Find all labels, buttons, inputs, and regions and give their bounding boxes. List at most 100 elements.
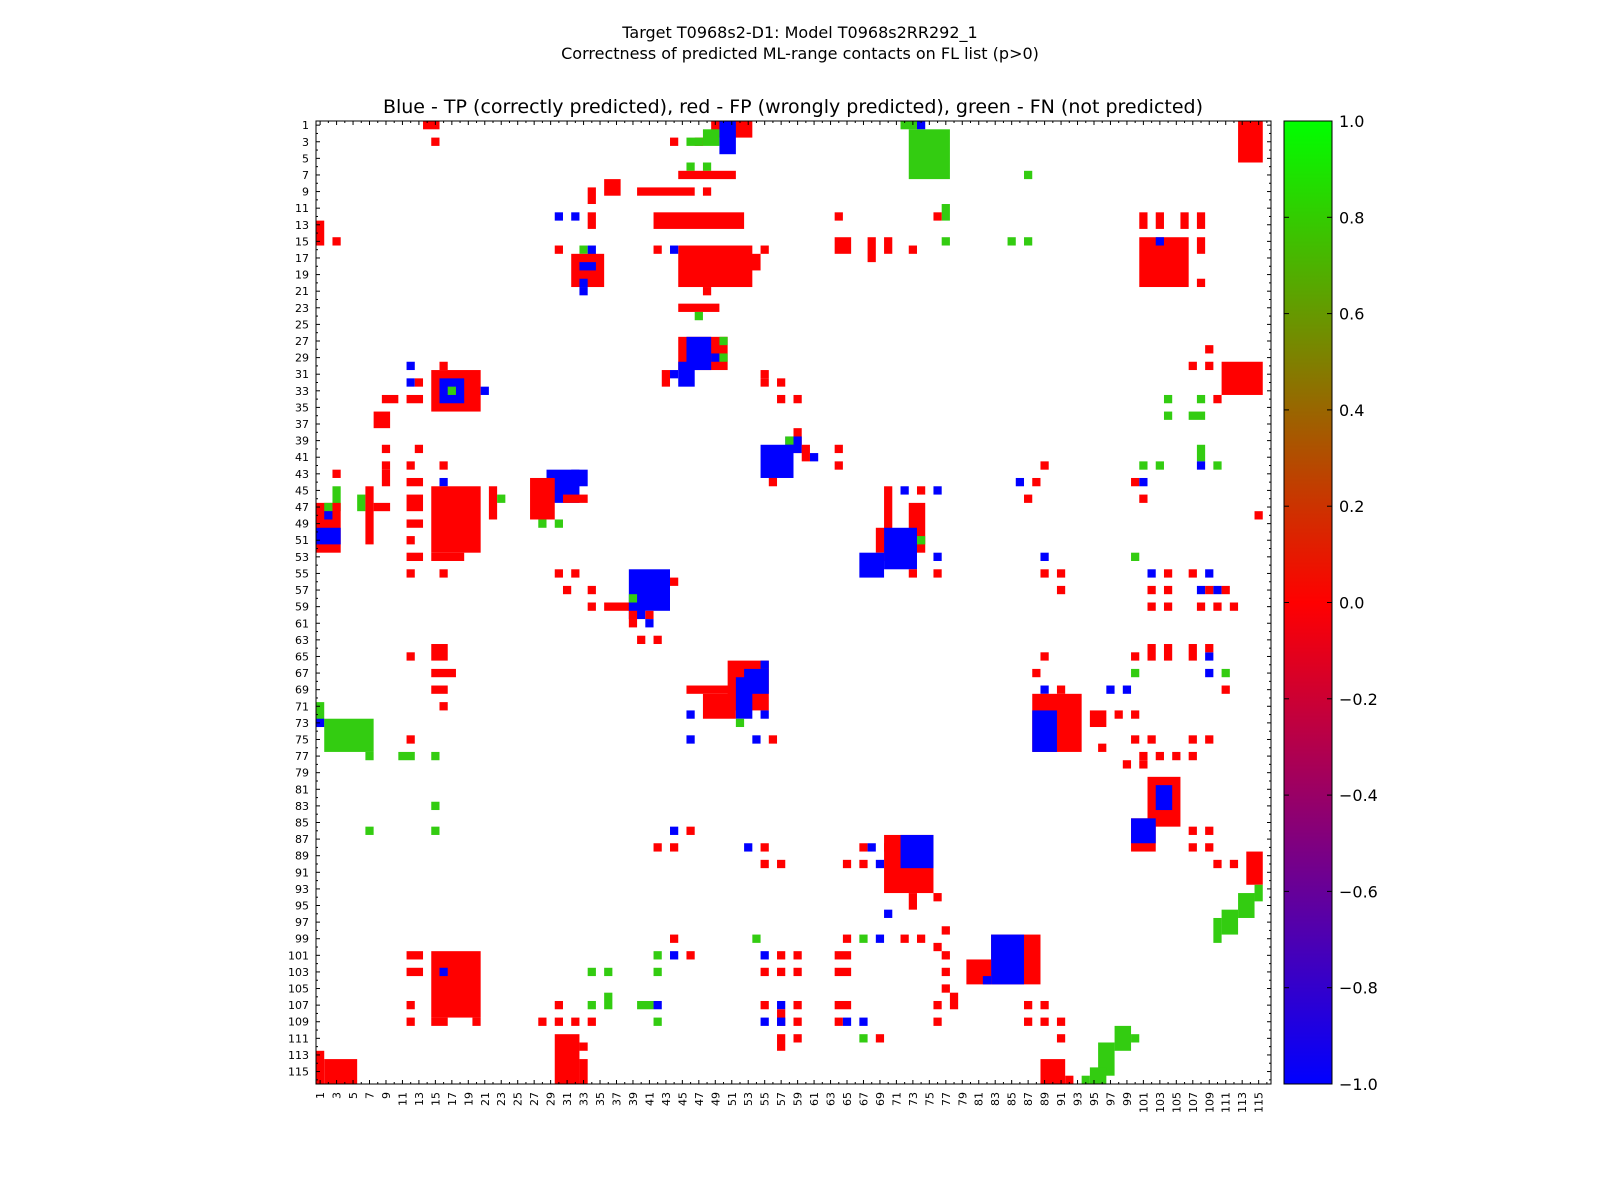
contact-cell-fp bbox=[1205, 735, 1214, 744]
contact-cell-fp bbox=[324, 1059, 358, 1084]
contact-cell-tp bbox=[554, 212, 563, 221]
contact-cell-fp bbox=[406, 951, 424, 960]
x-tick-label: 55 bbox=[759, 1092, 772, 1106]
contact-cell-fp bbox=[1229, 859, 1239, 869]
contact-cell-fp bbox=[686, 685, 736, 694]
y-tick-label: 43 bbox=[295, 468, 309, 481]
x-tick-label: 109 bbox=[1203, 1092, 1216, 1113]
contact-cell-fp bbox=[1131, 477, 1140, 487]
y-tick-label: 29 bbox=[295, 352, 309, 365]
contact-cell-fp bbox=[1229, 602, 1239, 611]
contact-cell-tp bbox=[1147, 569, 1156, 578]
contact-cell-fp bbox=[777, 1009, 786, 1026]
x-tick-label: 95 bbox=[1088, 1092, 1101, 1106]
contact-cell-fp bbox=[316, 220, 325, 246]
contact-cell-fn bbox=[628, 594, 638, 603]
contact-cell-fp bbox=[670, 577, 679, 586]
contact-cell-fp bbox=[1172, 751, 1181, 761]
contact-cell-tp bbox=[777, 1017, 786, 1026]
y-tick-label: 105 bbox=[288, 983, 309, 996]
y-tick-label: 1 bbox=[302, 119, 309, 132]
colorbar-ticks: 1.0 0.8 0.6 0.4 0.2 0.0 −0.2 −0.4 −0.6 −0.8 −1.0 bbox=[1284, 112, 1378, 1094]
contact-cell-fp bbox=[472, 1017, 481, 1026]
contact-cell-fp bbox=[431, 951, 481, 1018]
contact-cell-tp bbox=[670, 370, 679, 379]
y-tick-label: 109 bbox=[288, 1016, 309, 1029]
contact-cell-fp bbox=[406, 652, 415, 661]
contact-cell-tp bbox=[884, 909, 893, 918]
y-tick-label: 33 bbox=[295, 385, 309, 398]
contact-cell-fn bbox=[1089, 1067, 1107, 1084]
contact-cell-fp bbox=[670, 843, 679, 852]
x-tick-label: 107 bbox=[1187, 1092, 1200, 1113]
contact-cell-fp bbox=[431, 1017, 448, 1026]
contact-cell-fp bbox=[875, 527, 885, 553]
contact-cell-fp bbox=[933, 942, 942, 952]
contact-cell-tp bbox=[678, 361, 695, 387]
contact-cell-tp bbox=[867, 843, 876, 852]
y-tick-label: 97 bbox=[295, 916, 309, 929]
colorbar-tick-label: −0.6 bbox=[1339, 882, 1378, 901]
y-tick-label: 63 bbox=[295, 634, 309, 647]
y-tick-label: 13 bbox=[295, 219, 309, 232]
contact-cell-fp bbox=[562, 494, 588, 503]
y-tick-label: 15 bbox=[295, 235, 309, 248]
contact-cell-fn bbox=[1131, 668, 1140, 678]
contact-cell-fp bbox=[1188, 843, 1197, 852]
contact-cell-fp bbox=[1056, 685, 1066, 694]
contact-cell-fp bbox=[1065, 1075, 1074, 1084]
contact-cell-fp bbox=[1180, 212, 1189, 229]
x-tick-label: 61 bbox=[808, 1092, 821, 1106]
x-tick-label: 85 bbox=[1006, 1092, 1019, 1106]
contact-cell-fp bbox=[760, 859, 769, 869]
y-tick-label: 3 bbox=[302, 136, 309, 149]
contact-cell-fp bbox=[1147, 644, 1156, 661]
contact-cell-fn bbox=[538, 519, 547, 528]
contact-cell-fn bbox=[1213, 917, 1222, 943]
colorbar-tick-label: −0.8 bbox=[1339, 979, 1378, 998]
y-tick-label: 107 bbox=[288, 999, 309, 1012]
contact-cell-fp bbox=[1032, 668, 1041, 678]
contact-cell-fp bbox=[373, 411, 391, 429]
contact-cell-fp bbox=[406, 1000, 415, 1010]
contact-cell-fp bbox=[1196, 212, 1206, 229]
colorbar-tick-label: 0.2 bbox=[1339, 497, 1364, 516]
contact-cell-fn bbox=[447, 386, 456, 395]
contact-cell-fp bbox=[867, 237, 876, 263]
contact-cell-fp bbox=[406, 569, 415, 578]
contact-cell-fp bbox=[1147, 585, 1156, 595]
contact-cell-fp bbox=[1131, 710, 1140, 719]
x-tick-label: 113 bbox=[1236, 1092, 1249, 1113]
contact-cell-fp bbox=[793, 967, 802, 977]
contact-cell-fp bbox=[941, 967, 950, 977]
contact-cell-fp bbox=[538, 1017, 547, 1026]
contact-cell-tp bbox=[859, 1017, 868, 1026]
contact-cell-fp bbox=[884, 486, 893, 561]
contact-cell-fp bbox=[1147, 735, 1156, 744]
contact-cell-fp bbox=[406, 735, 415, 744]
contact-cell-fp bbox=[686, 951, 695, 960]
contact-cell-fp bbox=[908, 569, 917, 578]
contact-cell-tp bbox=[859, 552, 885, 578]
contact-cell-tp bbox=[324, 511, 333, 520]
contact-cell-tp bbox=[1155, 237, 1164, 246]
contact-cell-tp bbox=[760, 1017, 769, 1026]
contact-cell-tp bbox=[719, 121, 736, 155]
x-tick-label: 99 bbox=[1121, 1092, 1134, 1106]
contact-cell-fp bbox=[381, 461, 391, 470]
contact-cell-fp bbox=[406, 536, 415, 545]
contact-cell-fp bbox=[1188, 569, 1197, 578]
contact-cell-fn bbox=[1196, 394, 1206, 404]
contact-cell-fp bbox=[834, 444, 843, 454]
contact-cell-fp bbox=[604, 602, 638, 611]
contact-cell-fn bbox=[941, 237, 950, 246]
colorbar-tick-label: 0.0 bbox=[1339, 594, 1364, 613]
y-tick-label: 19 bbox=[295, 269, 309, 282]
contact-cell-fp bbox=[1205, 585, 1214, 595]
contact-cell-fp bbox=[1205, 361, 1214, 371]
contact-cell-fn bbox=[702, 129, 720, 146]
contact-cell-fp bbox=[1040, 569, 1049, 578]
contact-cell-fp bbox=[1024, 494, 1033, 503]
contact-cell-fp bbox=[686, 826, 695, 835]
contact-cell-fn bbox=[1221, 668, 1230, 678]
